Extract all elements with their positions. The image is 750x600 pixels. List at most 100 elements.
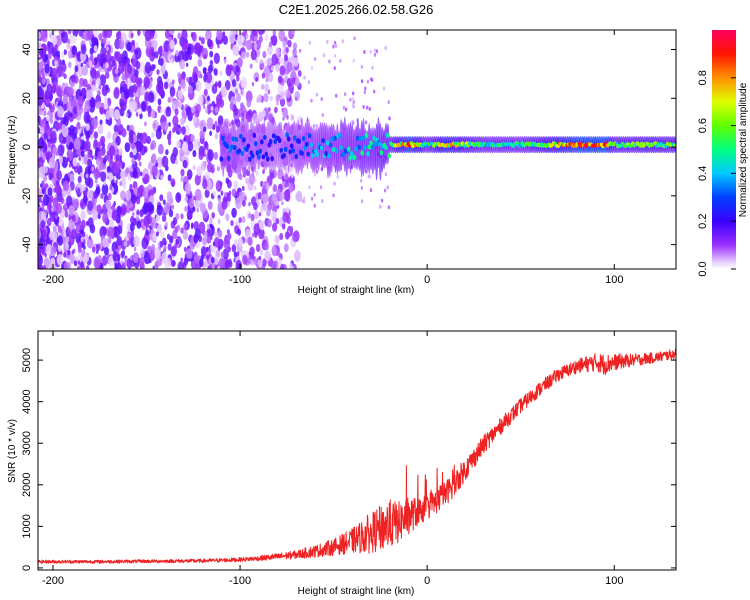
spectrogram-ridge-cell: [339, 144, 343, 151]
spectrogram-noise-cell: [124, 83, 128, 90]
spectrogram-noise-cell: [163, 244, 167, 251]
spectrogram-noise-cell: [51, 67, 58, 78]
spectrogram-noise-cell: [168, 209, 174, 218]
spectrogram-noise-cell: [54, 183, 62, 195]
spectrogram-noise-cell: [194, 188, 202, 201]
spectrogram-noise-cell: [38, 166, 46, 179]
spectrogram-noise-cell: [77, 162, 80, 168]
spectrogram-ridge-cell: [331, 147, 336, 153]
spectrogram-noise-cell: [278, 30, 286, 42]
spectrogram-noise-cell: [130, 32, 134, 38]
spectrogram-noise-cell: [92, 59, 95, 65]
spectrogram-noise-cell: [207, 265, 211, 269]
spectrogram-speck: [333, 181, 336, 186]
spectrogram-ridge-cell: [252, 132, 257, 138]
spectrogram-noise-cell: [144, 250, 149, 257]
spectrogram-noise-cell: [67, 38, 70, 45]
spectrogram-noise-cell: [174, 243, 178, 249]
spectrogram-noise-cell: [231, 207, 237, 218]
spectrogram-noise-cell: [220, 251, 224, 258]
spectrogram-noise-cell: [236, 66, 240, 73]
spectrogram-noise-cell: [73, 137, 81, 151]
snr-series-line: [38, 348, 676, 564]
spectrogram-noise-cell: [255, 77, 258, 82]
spectrogram-speck: [366, 79, 370, 84]
spectrogram-noise-cell: [153, 46, 157, 53]
spectrogram-noise-cell: [38, 31, 41, 40]
spectrogram-noise-cell: [271, 53, 279, 66]
spectrogram-noise-cell: [202, 179, 208, 190]
spectrogram-noise-cell: [73, 260, 78, 267]
spectrogram-noise-cell: [120, 40, 125, 48]
spectrogram-noise-cell: [270, 66, 274, 72]
spectrogram-noise-cell: [198, 150, 204, 160]
spectrogram-speck: [373, 89, 376, 94]
spectrogram-noise-cell: [38, 42, 42, 49]
spectrogram-noise-cell: [156, 204, 163, 216]
spectrogram-noise-cell: [245, 33, 249, 39]
spectrogram-x-tick-label: 100: [605, 274, 623, 286]
spectrogram-noise-cell: [182, 230, 188, 240]
spectrogram-noise-cell: [246, 39, 252, 51]
spectrogram-noise-cell: [116, 235, 123, 246]
spectrogram-ridge-cell: [301, 135, 306, 142]
spectrogram-noise-cell: [249, 258, 254, 266]
spectrogram-ridge-cell: [337, 133, 342, 139]
spectrogram-ridge-cell: [255, 150, 260, 156]
spectrogram-noise-cell: [38, 106, 43, 116]
spectrogram-noise-cell: [186, 248, 193, 260]
spectrogram-noise-cell: [55, 202, 63, 214]
colorbar-tick-label: 0.0: [697, 261, 709, 276]
spectrogram-noise-cell: [204, 230, 208, 238]
spectrogram-noise-cell: [77, 187, 81, 194]
spectrogram-noise-cell: [222, 248, 229, 260]
spectrogram-speck: [308, 40, 312, 45]
snr-x-tick-label: 100: [605, 575, 623, 587]
spectrogram-noise-cell: [226, 200, 231, 208]
spectrogram-noise-cell: [262, 181, 266, 187]
spectrogram-noise-cell: [63, 261, 70, 269]
spectrogram-noise-cell: [182, 50, 189, 62]
spectrogram-noise-cell: [174, 108, 179, 116]
spectrogram-noise-cell: [129, 151, 133, 159]
spectrogram-noise-cell: [92, 246, 96, 253]
spectrogram-noise-cell: [93, 131, 99, 140]
spectrogram-noise-cell: [101, 183, 109, 196]
spectrogram-noise-cell: [54, 60, 58, 66]
spectrogram-noise-cell: [40, 119, 45, 128]
spectrogram-noise-cell: [38, 156, 44, 169]
spectrogram-noise-cell: [284, 173, 289, 180]
spectrogram-ridge-cell: [285, 132, 290, 138]
spectrogram-noise-cell: [216, 30, 223, 41]
spectrogram-noise-cell: [147, 245, 152, 255]
spectrogram-noise-cell: [177, 261, 184, 269]
spectrogram-ridge-cell: [288, 149, 293, 155]
spectrogram-noise-cell: [169, 39, 175, 50]
spectrogram-noise-cell: [275, 47, 281, 57]
spectrogram-noise-cell: [84, 140, 91, 152]
spectrogram-speck: [341, 39, 344, 44]
spectrogram-noise-cell: [200, 254, 204, 261]
spectrogram-noise-cell: [133, 246, 137, 252]
spectrogram-noise-cell: [55, 151, 59, 157]
spectrogram-noise-cell: [113, 201, 116, 206]
spectrogram-noise-cell: [237, 228, 242, 236]
spectrogram-noise-cell: [115, 154, 120, 161]
spectrogram-ridge-cell: [378, 141, 382, 147]
spectrogram-noise-cell: [47, 187, 53, 197]
spectrogram-noise-cell: [271, 34, 278, 46]
spectrogram-noise-cell: [285, 47, 289, 54]
spectrogram-noise-cell: [77, 245, 82, 253]
spectrogram-noise-cell: [284, 191, 291, 202]
spectrogram-noise-cell: [101, 42, 104, 49]
spectrogram-noise-cell: [144, 91, 151, 102]
spectrogram-noise-cell: [265, 78, 269, 83]
spectrogram-noise-cell: [237, 237, 244, 248]
spectrogram-noise-cell: [191, 106, 195, 114]
spectrogram-speck: [332, 193, 335, 198]
spectrogram-noise-cell: [85, 132, 90, 141]
spectrogram-noise-cell: [80, 219, 86, 229]
spectrogram-x-axis-label: Height of straight line (km): [298, 285, 415, 296]
spectrogram-noise-cell: [157, 84, 164, 96]
